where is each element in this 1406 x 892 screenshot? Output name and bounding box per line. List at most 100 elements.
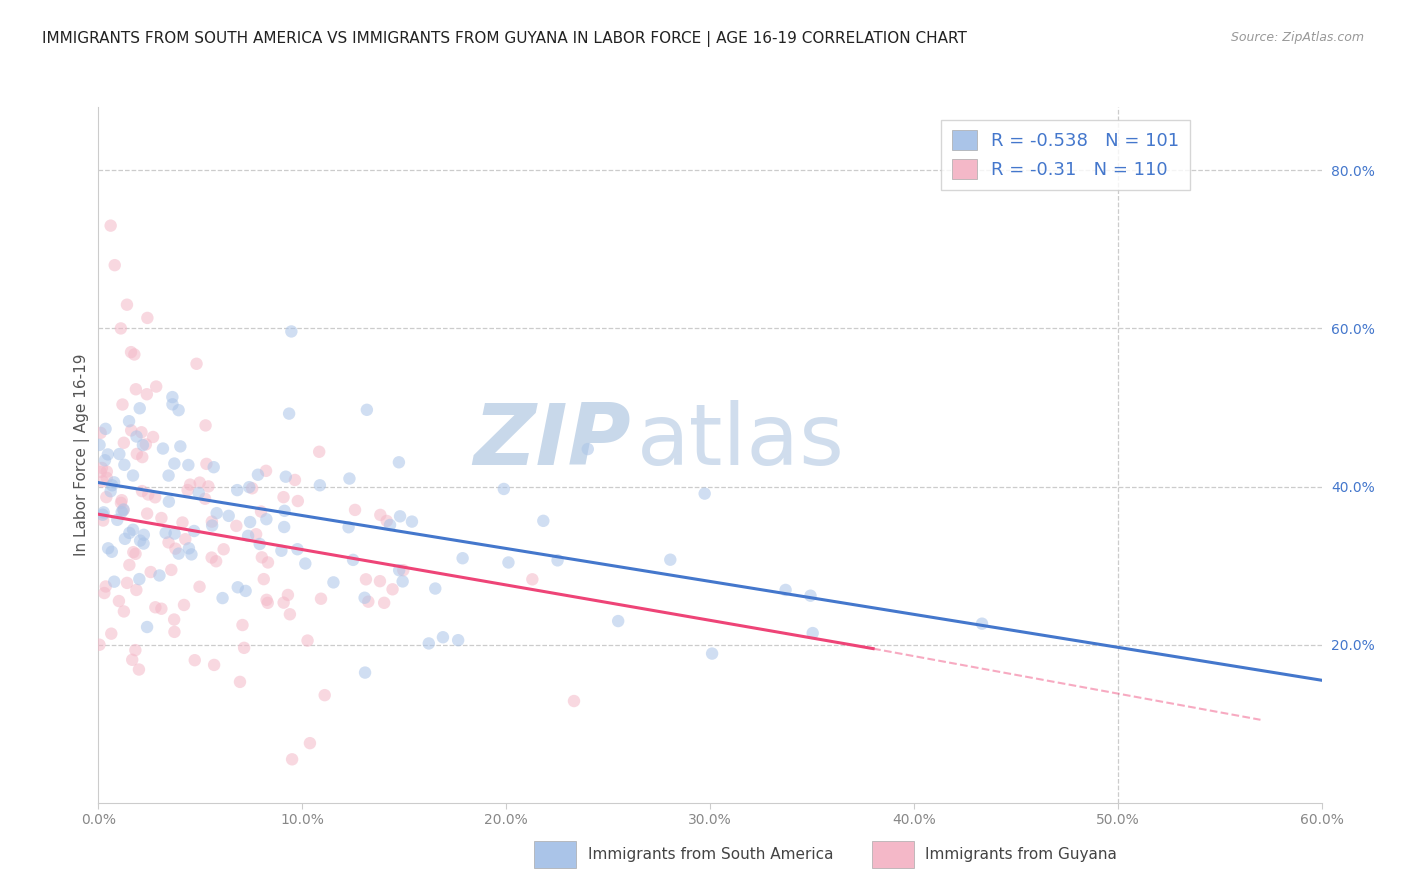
Point [339, 472, 361, 486]
Point [418, 636, 440, 650]
Point [90, 461, 112, 475]
Point [112, 502, 135, 516]
Point [136, 310, 159, 325]
Point [131, 425, 153, 440]
Point [277, 588, 299, 602]
Point [775, 582, 797, 597]
Point [155, 525, 177, 540]
Point [522, 572, 544, 586]
Point [256, 592, 278, 607]
Point [132, 528, 155, 542]
Point [124, 347, 146, 361]
Point [693, 486, 716, 500]
Point [139, 565, 162, 579]
Point [142, 430, 165, 444]
Point [143, 491, 166, 505]
Text: Immigrants from Guyana: Immigrants from Guyana [925, 847, 1116, 862]
Point [120, 424, 142, 438]
Point [93, 586, 115, 600]
Point [202, 460, 225, 475]
Point [342, 553, 364, 567]
Point [970, 616, 993, 631]
Point [278, 407, 301, 421]
Point [278, 607, 301, 622]
Point [176, 483, 198, 497]
Point [173, 598, 195, 612]
Point [112, 503, 135, 517]
Point [205, 506, 228, 520]
Point [492, 482, 515, 496]
Point [90, 465, 112, 479]
Point [101, 545, 124, 559]
Point [392, 563, 415, 577]
Point [111, 397, 134, 411]
Point [249, 537, 271, 551]
Point [195, 457, 218, 471]
Point [118, 414, 141, 428]
Point [322, 575, 344, 590]
Point [165, 541, 187, 556]
Point [368, 508, 391, 522]
Point [389, 509, 412, 524]
Point [157, 494, 180, 508]
Point [235, 583, 257, 598]
Point [201, 515, 224, 529]
Point [607, 614, 630, 628]
Point [172, 516, 194, 530]
Point [280, 325, 302, 339]
Point [375, 514, 398, 528]
Point [218, 508, 240, 523]
Point [344, 503, 367, 517]
Point [136, 620, 159, 634]
Point [357, 595, 380, 609]
Point [163, 624, 186, 639]
Point [150, 601, 173, 615]
Point [257, 556, 280, 570]
Point [287, 542, 309, 557]
Point [94, 422, 117, 436]
Point [91, 508, 114, 522]
Point [212, 542, 235, 557]
Text: atlas: atlas [637, 400, 845, 483]
Point [381, 582, 404, 597]
Point [273, 596, 295, 610]
Point [246, 467, 269, 482]
Point [197, 479, 219, 493]
Point [103, 475, 125, 490]
Point [270, 543, 292, 558]
Point [801, 626, 824, 640]
Point [253, 572, 276, 586]
Point [294, 557, 316, 571]
Point [163, 457, 186, 471]
Point [110, 321, 132, 335]
Point [128, 663, 150, 677]
Point [108, 594, 131, 608]
Point [401, 515, 423, 529]
Point [356, 402, 378, 417]
Point [231, 618, 253, 632]
Point [100, 219, 122, 233]
Point [284, 473, 307, 487]
Point [122, 545, 145, 559]
Point [531, 514, 554, 528]
Point [97, 447, 120, 461]
Point [240, 481, 263, 495]
Y-axis label: In Labor Force | Age 16-19: In Labor Force | Age 16-19 [75, 353, 90, 557]
Point [188, 580, 211, 594]
Text: IMMIGRANTS FROM SOUTH AMERICA VS IMMIGRANTS FROM GUYANA IN LABOR FORCE | AGE 16-: IMMIGRANTS FROM SOUTH AMERICA VS IMMIGRA… [42, 31, 967, 47]
Point [128, 572, 150, 586]
Point [124, 643, 146, 657]
Point [136, 507, 159, 521]
Point [121, 653, 143, 667]
Point [254, 512, 277, 526]
Point [188, 475, 211, 490]
Point [187, 486, 209, 500]
Point [118, 558, 141, 572]
Point [103, 574, 125, 589]
Point [236, 529, 259, 543]
Point [148, 568, 170, 582]
Point [91, 475, 114, 489]
Legend: R = -0.538   N = 101, R = -0.31   N = 110: R = -0.538 N = 101, R = -0.31 N = 110 [941, 120, 1191, 190]
Point [122, 523, 145, 537]
Point [125, 382, 148, 396]
